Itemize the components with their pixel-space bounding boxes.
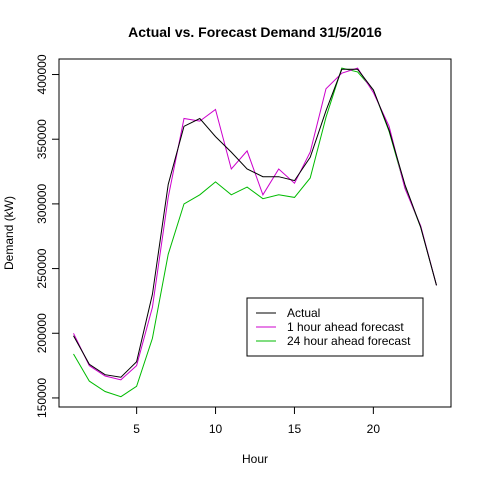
x-tick-label: 5: [133, 422, 140, 436]
series-layer: [73, 67, 437, 398]
y-axis: 150000 200000 250000 300000 350000 400000: [35, 54, 60, 418]
y-tick-label: 150000: [35, 378, 49, 418]
x-tick-label: 10: [209, 422, 223, 436]
x-tick-label: 20: [367, 422, 381, 436]
legend-box: [246, 297, 424, 357]
series-line-actual: [73, 68, 437, 378]
chart-title: Actual vs. Forecast Demand 31/5/2016: [128, 24, 382, 40]
y-tick-label: 350000: [35, 119, 49, 159]
y-axis-label: Demand (kW): [2, 196, 16, 270]
y-tick-label: 250000: [35, 248, 49, 288]
legend-label-actual: Actual: [287, 306, 320, 320]
legend-label-24h-forecast: 24 hour ahead forecast: [287, 334, 411, 348]
x-tick-label: 15: [288, 422, 302, 436]
y-tick-label: 400000: [35, 54, 49, 94]
x-axis-label: Hour: [242, 452, 268, 466]
legend: Actual 1 hour ahead forecast 24 hour ahe…: [246, 297, 424, 357]
x-axis: 5 10 15 20: [133, 406, 381, 436]
legend-label-1h-forecast: 1 hour ahead forecast: [287, 320, 404, 334]
y-tick-label: 200000: [35, 313, 49, 353]
y-tick-label: 300000: [35, 184, 49, 224]
